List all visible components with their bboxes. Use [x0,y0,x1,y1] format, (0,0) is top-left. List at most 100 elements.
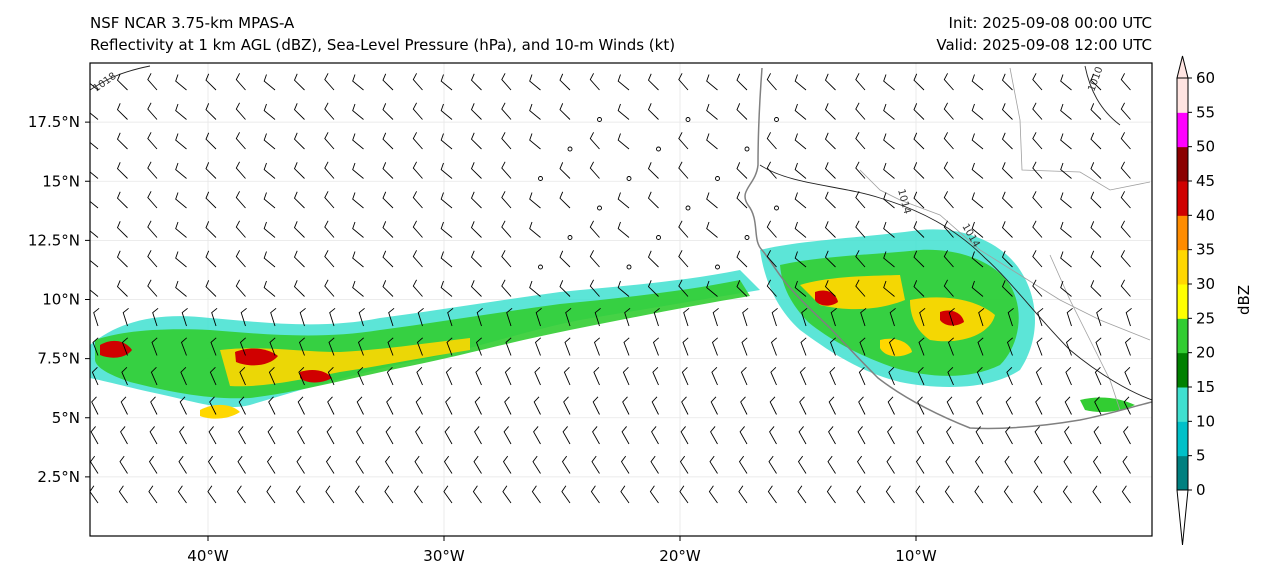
wind-barb-461 [946,426,954,445]
wind-barb-378 [622,366,630,386]
wind-barb-420 [799,396,807,415]
wind-barb-146 [147,191,158,209]
wind-barb-16 [559,73,571,91]
wind-barb-133 [824,162,836,179]
wind-barb-539 [1121,485,1131,504]
wind-barb-2 [147,73,158,91]
wind-barb-395 [1124,366,1131,386]
wind-barb-408 [445,396,453,415]
wind-barb-190 [382,221,394,238]
wind-barb-407 [415,396,423,415]
wind-barb-100 [913,132,925,150]
wind-barb-306 [624,307,631,327]
y-tick-label-5: 15°N [42,172,80,190]
wind-barb-179 [1120,191,1131,209]
wind-barb-149 [235,191,246,209]
wind-barb-458 [857,426,866,445]
wind-barb-389 [947,366,954,386]
wind-barb-518 [502,485,512,504]
wind-barb-80 [324,132,335,150]
wind-barb-36 [90,112,99,120]
wind-barb-444 [444,426,453,445]
wind-barb-64 [913,103,925,120]
wind-barb-123 [538,176,543,181]
wind-barb-529 [826,485,836,504]
wind-barb-333 [357,337,364,356]
wind-barb-357 [1065,337,1072,356]
wind-barb-284 [1032,279,1043,297]
wind-barb-269 [589,279,600,297]
wind-barb-312 [801,307,808,327]
wind-barb-207 [883,221,895,238]
wind-barb-213 [1060,221,1072,238]
wind-barb-192 [440,221,453,238]
wind-barb-54 [617,103,630,120]
wind-barb-78 [263,133,276,150]
wind-barb-201 [706,221,718,238]
wind-barb-457 [828,426,836,445]
wind-barb-35 [1120,73,1131,91]
wind-barb-203 [766,220,777,238]
wind-barb-22 [736,73,748,91]
wind-barb-157 [470,191,482,209]
wind-barb-330 [269,337,276,356]
wind-barb-17 [589,73,600,91]
wind-barb-91 [656,146,661,152]
wind-barb-174 [971,192,984,209]
wind-barb-272 [678,279,689,297]
wind-barb-480 [443,455,453,474]
wind-barb-329 [239,337,246,356]
wind-barb-384 [799,366,807,386]
wind-barb-415 [651,396,659,415]
wind-barb-271 [647,280,659,297]
wind-barb-245 [943,250,954,268]
wind-barb-401 [238,396,246,415]
wind-barb-10 [382,73,394,91]
wind-barb-325 [121,337,128,356]
wind-barb-264 [440,280,453,297]
wind-barb-151 [293,191,305,209]
wind-barb-145 [116,191,128,209]
wind-barb-323 [1125,307,1132,327]
wind-barb-472 [207,455,217,474]
colorbar-band-2 [1177,387,1188,422]
wind-barb-385 [829,366,836,386]
wind-barb-295 [299,307,306,327]
reflectivity-field [90,229,1135,419]
wind-barb-435 [179,426,187,445]
wind-barb-365 [239,366,246,386]
wind-barb-31 [1001,73,1013,91]
wind-barb-181 [116,221,128,238]
wind-barb-47 [412,102,423,120]
y-tick-label-3: 10°N [42,291,80,309]
wind-barb-139 [1001,162,1013,179]
wind-barb-404 [327,396,335,415]
init-time: Init: 2025-09-08 00:00 UTC [948,14,1152,32]
wind-barb-68 [1032,102,1043,120]
wind-barb-125 [589,161,600,179]
wind-barb-124 [559,162,571,179]
wind-barb-505 [118,485,128,504]
wind-barb-495 [886,455,895,474]
wind-barb-296 [329,307,336,327]
wind-barb-253 [116,280,128,297]
wind-barb-216 [90,259,99,268]
wind-barb-339 [534,337,541,356]
wind-barb-411 [533,396,541,415]
wind-barb-352 [918,337,925,356]
wind-barb-292 [211,307,218,327]
wind-barb-43 [293,103,305,120]
wind-barb-230 [501,250,512,268]
wind-barb-98 [855,132,866,150]
wind-barb-531 [885,485,895,504]
colorbar-tick-label-12: 60 [1196,69,1215,87]
wind-barb-117 [352,162,364,179]
wind-barb-301 [476,307,483,327]
wind-barb-84 [440,133,453,150]
wind-barb-147 [175,192,187,209]
wind-barb-456 [798,426,807,445]
wind-barb-30 [971,74,984,91]
wind-barb-226 [382,250,394,268]
wind-barb-275 [766,279,777,297]
wind-barb-331 [298,337,305,356]
